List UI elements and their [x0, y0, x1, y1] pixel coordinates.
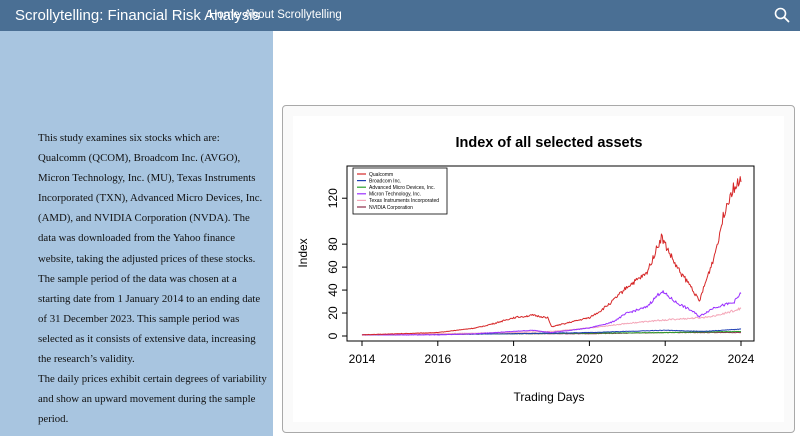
legend-entry: Micron Technology, Inc.	[369, 192, 421, 198]
series-line-0	[361, 176, 742, 336]
legend-entry: Broadcom Inc.	[369, 178, 401, 184]
y-tick-label: 80	[326, 237, 340, 251]
y-tick-label: 20	[326, 306, 340, 320]
x-tick-label: 2016	[424, 352, 451, 366]
y-tick-label: 0	[326, 332, 340, 339]
search-icon[interactable]	[774, 7, 790, 23]
legend-entry: Advanced Micro Devices, Inc.	[369, 185, 435, 191]
main-content: Index of all selected assets 2014 2016 201…	[273, 31, 800, 436]
legend-entry: Texas Instruments Incorporated	[369, 198, 439, 204]
brand-title[interactable]: Scrollytelling: Financial Risk Analysis	[15, 7, 261, 24]
x-tick-label: 2014	[349, 352, 376, 366]
x-tick-label: 2018	[500, 352, 527, 366]
y-axis-label: Index	[296, 238, 310, 267]
sidebar: This study examines six stocks which are…	[0, 31, 273, 436]
legend-entry: NVIDIA Corporation	[369, 205, 413, 211]
x-tick-label: 2020	[576, 352, 603, 366]
sidebar-paragraph-1: This study examines six stocks which are…	[38, 132, 263, 366]
nav-about-link[interactable]: About Scrollytelling	[244, 9, 342, 21]
legend-box	[352, 167, 448, 215]
legend-entry: Qualcomm	[369, 172, 393, 178]
y-tick-label: 60	[326, 260, 340, 274]
sidebar-paragraph-2: The daily prices exhibit certain degrees…	[38, 373, 267, 426]
y-tick-label: 40	[326, 283, 340, 297]
series-line-3	[361, 290, 742, 336]
sidebar-description: This study examines six stocks which are…	[38, 128, 268, 429]
navbar: Scrollytelling: Financial Risk Analysis …	[0, 0, 800, 31]
y-tick-label: 120	[326, 188, 340, 208]
chart-background	[293, 116, 784, 422]
series-line-4	[361, 307, 742, 336]
x-tick-label: 2022	[652, 352, 679, 366]
x-axis: 2014 2016 2018 2020 2022 2024	[349, 340, 755, 366]
x-tick-label: 2024	[728, 352, 755, 366]
chart-card: Index of all selected assets 2014 2016 201…	[282, 105, 795, 433]
nav-home-link[interactable]: Home	[209, 9, 240, 21]
series-lines	[361, 176, 742, 336]
chart-title: Index of all selected assets	[456, 135, 643, 151]
index-chart: Index of all selected assets 2014 2016 201…	[293, 116, 784, 422]
x-axis-label: Trading Days	[514, 390, 585, 404]
y-axis: 0 20 40 60 80 120	[326, 188, 348, 339]
